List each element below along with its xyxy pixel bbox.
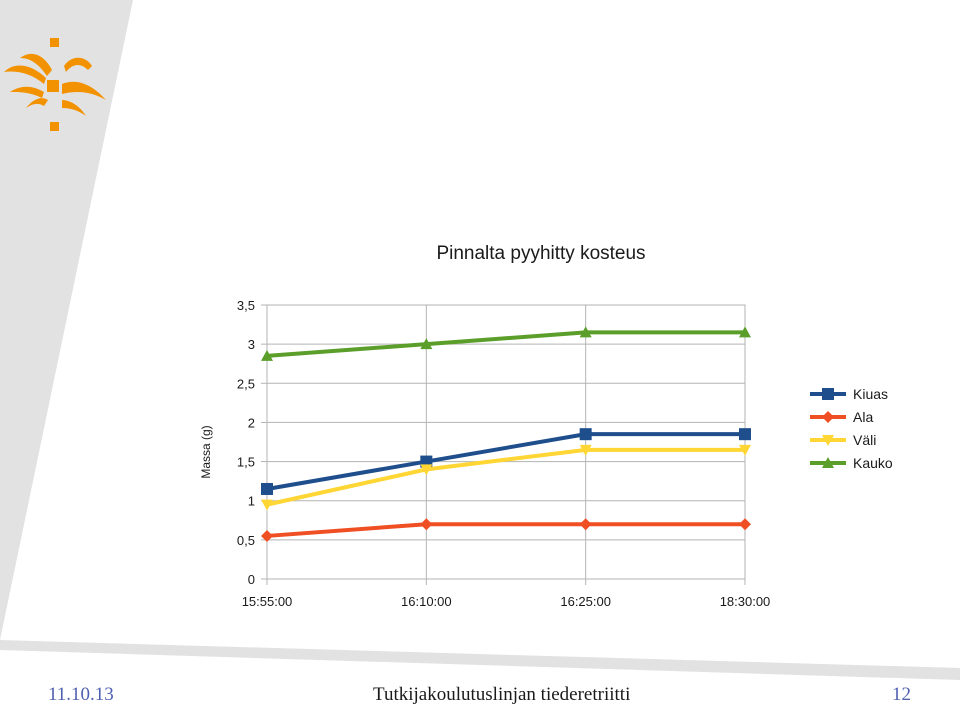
y-tick-label: 0 [248, 572, 255, 587]
data-point-kiuas [579, 428, 592, 441]
data-point-ala [420, 518, 433, 531]
data-point-v-li [739, 444, 751, 456]
legend: Kiuas Ala Väli Kauko [810, 386, 893, 471]
legend-marker-v-li [822, 435, 834, 446]
data-point-kauko [261, 349, 273, 361]
legend-marker-kiuas [822, 388, 834, 400]
legend-label-kauko: Kauko [853, 455, 893, 471]
series-line-kauko [266, 330, 745, 358]
flame-logo-icon [4, 38, 106, 131]
y-tick-label: 2,5 [237, 376, 255, 391]
series-line-kiuas [266, 432, 745, 491]
series-group [261, 326, 751, 542]
series-line-v-li [266, 447, 745, 507]
x-tick-label: 16:25:00 [560, 594, 611, 609]
data-point-ala [261, 529, 273, 542]
gridlines [266, 304, 746, 585]
y-axis-label: Massa (g) [199, 425, 213, 478]
y-tick-label: 1,5 [237, 455, 255, 470]
data-point-v-li [420, 464, 433, 476]
page-number: 12 [892, 684, 911, 705]
x-tick-label: 15:55:00 [242, 594, 293, 609]
y-axis: 0 0,5 1 1,5 2 2,5 3 3,5 [237, 298, 267, 587]
data-point-kauko [579, 326, 592, 338]
data-point-v-li [579, 444, 592, 456]
data-point-kauko [739, 326, 751, 338]
y-tick-label: 0,5 [237, 533, 255, 548]
x-axis: 15:55:00 16:10:00 16:25:00 18:30:00 [242, 594, 771, 609]
legend-marker-ala [822, 411, 834, 423]
data-point-ala [739, 518, 751, 531]
x-tick-label: 16:10:00 [401, 594, 452, 609]
y-tick-label: 3 [248, 337, 255, 352]
legend-label-kiuas: Kiuas [853, 386, 888, 402]
data-point-ala [579, 518, 592, 531]
y-tick-label: 1 [248, 494, 255, 509]
x-tick-label: 18:30:00 [720, 594, 771, 609]
chart-title: Pinnalta pyyhitty kosteus [436, 243, 645, 264]
data-point-v-li [261, 499, 273, 511]
y-tick-label: 3,5 [237, 298, 255, 313]
legend-label-v-li: Väli [853, 432, 876, 448]
data-point-kiuas [739, 428, 751, 441]
footer-date: 11.10.13 [48, 684, 114, 705]
legend-label-ala: Ala [853, 409, 873, 425]
footer-title: Tutkijakoulutuslinjan tiederetriitti [373, 684, 631, 705]
y-tick-label: 2 [248, 415, 255, 430]
plot-area [266, 304, 746, 580]
data-point-kauko [420, 338, 433, 350]
data-point-kiuas [261, 482, 273, 495]
series-line-ala [266, 522, 745, 538]
legend-marker-kauko [822, 457, 834, 468]
